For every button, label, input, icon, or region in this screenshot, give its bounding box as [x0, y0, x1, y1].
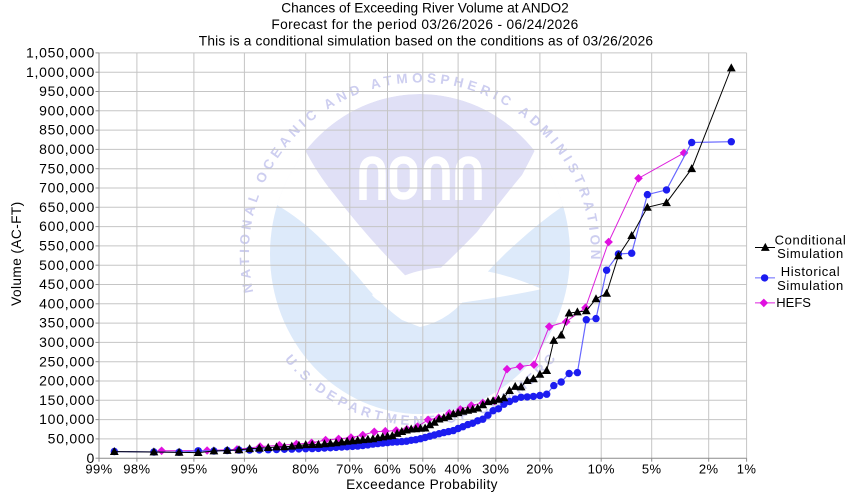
svg-text:30%: 30%	[482, 461, 509, 476]
svg-text:98%: 98%	[123, 461, 150, 476]
svg-text:600,000: 600,000	[39, 218, 95, 234]
svg-text:350,000: 350,000	[39, 315, 95, 331]
svg-text:50,000: 50,000	[48, 431, 95, 447]
svg-text:60%: 60%	[374, 461, 401, 476]
svg-text:750,000: 750,000	[39, 160, 95, 176]
svg-text:99%: 99%	[85, 461, 112, 476]
svg-text:Simulation: Simulation	[777, 246, 844, 261]
svg-text:650,000: 650,000	[39, 199, 95, 215]
svg-text:Chances of Exceeding River Vol: Chances of Exceeding River Volume at AND…	[281, 1, 569, 16]
svg-text:40%: 40%	[444, 461, 471, 476]
svg-text:1%: 1%	[737, 461, 757, 476]
svg-text:0: 0	[86, 450, 95, 466]
svg-text:Forecast for the period 03/26/: Forecast for the period 03/26/2026 - 06/…	[271, 17, 578, 32]
svg-text:700,000: 700,000	[39, 180, 95, 196]
svg-text:Simulation: Simulation	[777, 278, 844, 293]
svg-text:850,000: 850,000	[39, 122, 95, 138]
svg-text:200,000: 200,000	[39, 373, 95, 389]
svg-text:80%: 80%	[292, 461, 319, 476]
svg-text:HEFS: HEFS	[776, 295, 811, 310]
svg-text:450,000: 450,000	[39, 276, 95, 292]
svg-text:300,000: 300,000	[39, 334, 95, 350]
svg-text:5%: 5%	[642, 461, 662, 476]
svg-text:400,000: 400,000	[39, 295, 95, 311]
svg-text:550,000: 550,000	[39, 238, 95, 254]
svg-text:50%: 50%	[409, 461, 436, 476]
svg-text:This is a conditional simulati: This is a conditional simulation based o…	[199, 34, 654, 49]
svg-text:150,000: 150,000	[39, 392, 95, 408]
svg-text:20%: 20%	[526, 461, 553, 476]
svg-text:Conditional: Conditional	[775, 232, 847, 247]
svg-text:2%: 2%	[699, 461, 719, 476]
svg-text:900,000: 900,000	[39, 102, 95, 118]
svg-text:250,000: 250,000	[39, 353, 95, 369]
svg-text:1,050,000: 1,050,000	[26, 45, 95, 61]
svg-text:90%: 90%	[231, 461, 258, 476]
svg-text:1,000,000: 1,000,000	[26, 64, 95, 80]
svg-text:Exceedance Probability: Exceedance Probability	[346, 477, 498, 492]
svg-text:10%: 10%	[588, 461, 615, 476]
svg-text:800,000: 800,000	[39, 141, 95, 157]
svg-text:950,000: 950,000	[39, 83, 95, 99]
svg-text:Volume (AC-FT): Volume (AC-FT)	[9, 201, 24, 305]
svg-text:70%: 70%	[336, 461, 363, 476]
svg-text:500,000: 500,000	[39, 257, 95, 273]
svg-text:95%: 95%	[180, 461, 207, 476]
svg-text:Historical: Historical	[781, 264, 840, 279]
svg-text:100,000: 100,000	[39, 411, 95, 427]
